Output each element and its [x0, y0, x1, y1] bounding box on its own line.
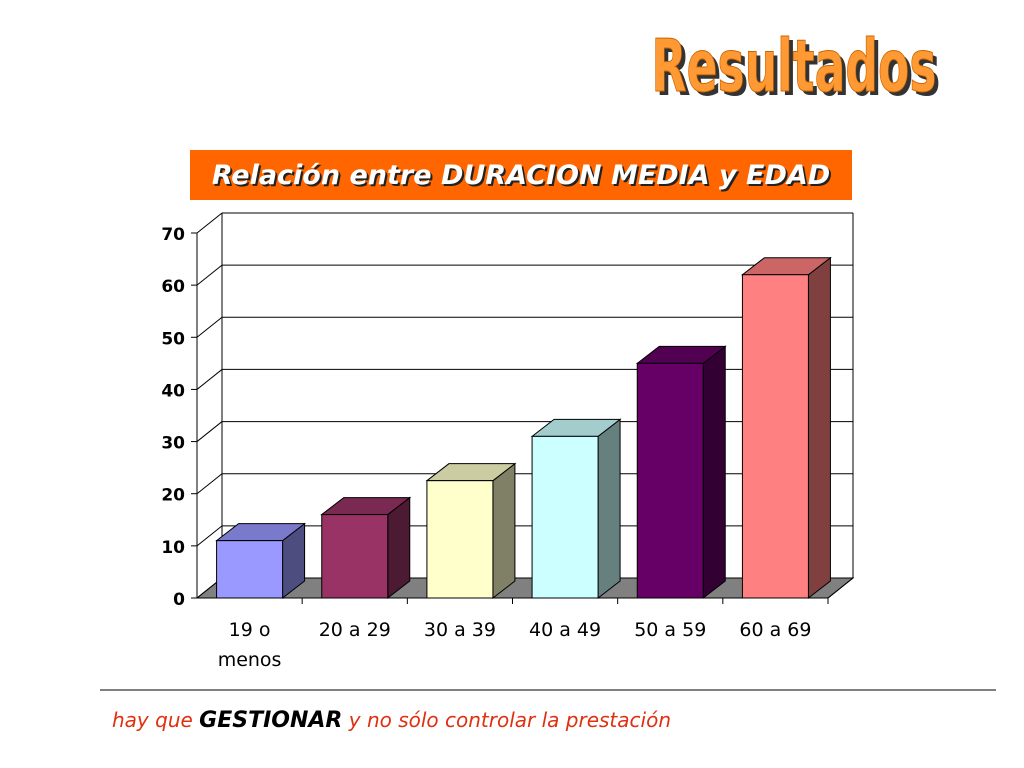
x-tick-label: 40 a 49	[529, 619, 602, 641]
bar	[741, 274, 809, 599]
page-title: Resultados	[652, 24, 937, 108]
y-tick-label: 50	[161, 329, 185, 349]
bar	[636, 362, 704, 599]
bar-side	[702, 345, 726, 600]
grid-line	[196, 212, 223, 234]
y-tick-label: 10	[161, 538, 185, 558]
footer: hay que GESTIONAR y no sólo controlar la…	[112, 708, 671, 733]
footer-text: y no sólo controlar la prestación	[348, 708, 671, 732]
grid-line	[196, 421, 223, 442]
x-tick-label: 50 a 59	[634, 619, 707, 641]
y-tick-label: 40	[161, 381, 185, 401]
grid-line	[196, 316, 223, 338]
grid-line	[196, 525, 223, 547]
chart-title-shadow: Relación entre DURACION MEDIA y EDAD	[214, 162, 832, 193]
bar-side	[492, 462, 516, 600]
y-tick-label: 60	[161, 277, 185, 297]
bar	[216, 540, 284, 599]
bar	[531, 435, 599, 599]
x-tick-label: 60 a 69	[739, 619, 812, 641]
footer-emphasis: GESTIONAR	[199, 708, 342, 733]
title-shadow: Resultados	[656, 28, 941, 112]
bar	[321, 514, 389, 599]
y-tick-label: 70	[161, 225, 185, 245]
bar-side	[597, 418, 621, 600]
bar-side	[807, 256, 831, 600]
chart-title-box	[190, 150, 852, 200]
footer-text: hay que	[112, 708, 193, 732]
y-tick-label: 30	[161, 434, 185, 454]
x-axis	[827, 577, 854, 599]
grid-line	[196, 264, 223, 286]
x-tick-label: 20 a 29	[318, 619, 391, 641]
x-tick-label: 19 o menos	[217, 619, 282, 671]
grid-line	[196, 369, 223, 390]
x-tick-label: 30 a 39	[423, 619, 496, 641]
bar	[426, 480, 494, 599]
y-tick-label: 0	[173, 590, 185, 610]
y-tick-label: 20	[161, 486, 185, 506]
grid-line	[196, 473, 223, 495]
chart-title: Relación entre DURACION MEDIA y EDAD	[212, 160, 830, 191]
